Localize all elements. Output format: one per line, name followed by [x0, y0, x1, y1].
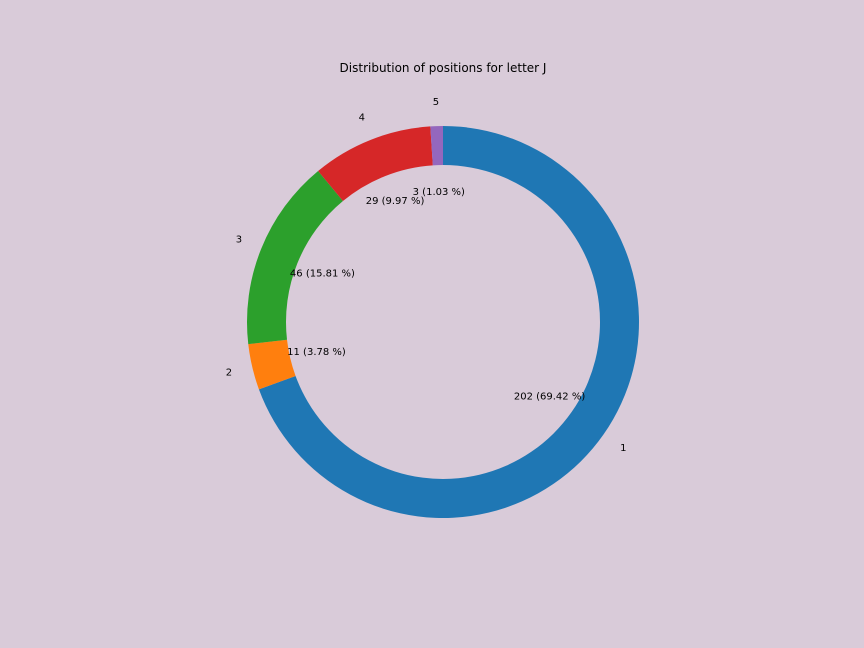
- pie-slice-5: [430, 126, 443, 166]
- slice-value-label: 46 (15.81 %): [290, 268, 355, 279]
- chart-title: Distribution of positions for letter J: [340, 61, 547, 75]
- donut-ring: [247, 126, 639, 518]
- slice-category-label: 4: [359, 113, 365, 124]
- pie-slice-3: [247, 170, 343, 345]
- slice-labels: 1 202 (69.42 %) 2 11 (3.78 %) 3 46 (15.81 %) 4…: [226, 97, 627, 454]
- slice-category-label: 3: [236, 235, 242, 246]
- slice-value-label: 11 (3.78 %): [287, 347, 346, 358]
- slice-category-label: 5: [433, 97, 439, 108]
- slice-value-label: 202 (69.42 %): [514, 391, 585, 402]
- pie-slice-4: [318, 126, 433, 202]
- slice-category-label: 1: [620, 443, 626, 454]
- slice-value-label: 3 (1.03 %): [413, 187, 465, 198]
- slice-value-label: 29 (9.97 %): [366, 196, 425, 207]
- pie-slice-2: [248, 339, 296, 390]
- slice-category-label: 2: [226, 368, 232, 379]
